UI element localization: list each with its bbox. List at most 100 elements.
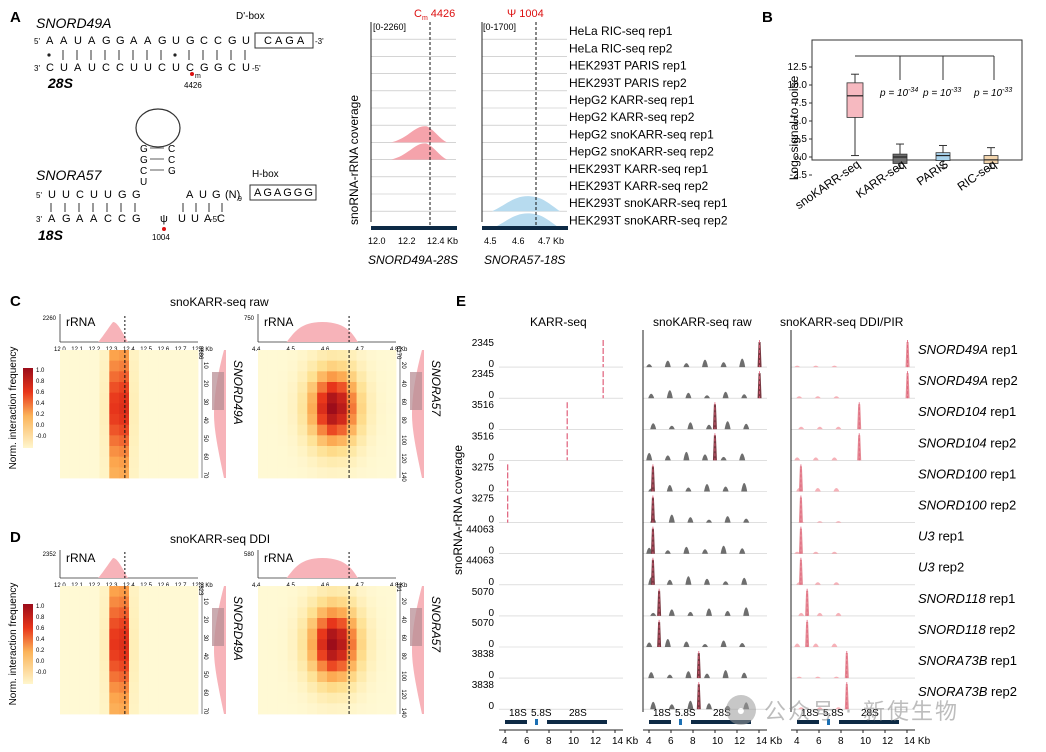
nt: G — [186, 35, 195, 47]
heat-cell — [188, 682, 199, 694]
heat-cell — [277, 628, 288, 640]
heat-cell — [129, 435, 140, 447]
heat-cell — [99, 446, 110, 458]
xtick-label: 12 — [734, 736, 746, 747]
sno-tick: 40 — [202, 417, 208, 424]
heat-cell — [346, 414, 357, 426]
heat-cell — [376, 446, 387, 458]
heat-cell — [327, 650, 338, 662]
heat-cell — [99, 703, 110, 715]
heat-cell — [317, 618, 328, 630]
heat-cell — [178, 607, 189, 619]
sno-tick: 10 — [202, 598, 208, 605]
box — [846, 82, 864, 118]
heat-cell — [258, 403, 269, 415]
heat-cell — [386, 586, 397, 598]
row-max: 2345 — [472, 338, 495, 349]
heat-cell — [60, 403, 71, 415]
heat-cell — [109, 650, 120, 662]
track-bump — [687, 422, 694, 430]
heat-cell — [148, 628, 159, 640]
track-bump — [720, 362, 727, 368]
gene-18s — [649, 720, 671, 724]
row-max: 44063 — [466, 556, 494, 567]
heat-cell — [188, 692, 199, 704]
heat-cell — [258, 586, 269, 598]
heat-cell — [346, 446, 357, 458]
heat-cell — [89, 382, 100, 394]
heat-cell — [119, 660, 130, 672]
category-label: RIC-seq — [955, 157, 999, 194]
heat-cell — [69, 618, 81, 630]
heat-cell — [148, 424, 159, 436]
heat-cell — [178, 467, 189, 479]
heat-cell — [267, 392, 279, 404]
heat-cell — [178, 446, 189, 458]
heat-cell — [168, 596, 179, 608]
track-bump — [812, 457, 819, 461]
heat-cell — [307, 692, 318, 704]
sno-tick: 60 — [400, 635, 406, 642]
heat-cell — [356, 392, 367, 404]
nt: G — [140, 155, 148, 166]
heat-cell — [69, 392, 81, 404]
hbox-seq: AGAGGG — [254, 187, 315, 199]
heat-cell — [89, 596, 100, 608]
track-bump — [646, 642, 653, 647]
p-value: p = 10-34 — [879, 87, 918, 99]
heat-cell — [327, 628, 338, 640]
heat-cell — [346, 618, 357, 630]
heat-cell — [386, 703, 397, 715]
heat-cell — [317, 392, 328, 404]
heat-cell — [277, 456, 288, 468]
heat-cell — [69, 446, 81, 458]
heat-cell — [317, 424, 328, 436]
heat-cell — [158, 392, 169, 404]
cov-right-tick-2: 4.7 Kb — [538, 236, 564, 246]
rrna-tick: 12.8 Kb — [192, 347, 213, 353]
heat-cell — [119, 628, 130, 640]
heat-cell — [317, 467, 328, 479]
nt: U — [60, 62, 68, 74]
heat-cell — [346, 403, 357, 415]
heat-cell — [356, 586, 367, 598]
nt: U — [90, 189, 98, 201]
rrna-3prime: 3' — [34, 64, 40, 73]
heat-cell — [346, 639, 357, 651]
heat-cell — [327, 586, 338, 598]
row-zero: 0 — [488, 639, 494, 650]
heat-cell — [307, 628, 318, 640]
heat-cell — [386, 639, 397, 651]
heat-cell — [69, 682, 81, 694]
heat-cell — [287, 456, 298, 468]
heat-cell — [129, 628, 140, 640]
row-max: 3838 — [472, 680, 495, 691]
track-bump — [702, 359, 708, 368]
track-bump — [706, 608, 712, 616]
heat-cell — [336, 618, 348, 630]
gene-18s — [505, 720, 527, 724]
heat-cell — [267, 671, 279, 683]
heat-cell — [158, 435, 169, 447]
track-bump — [664, 550, 671, 554]
xtick-label: 14 Kb — [612, 736, 639, 747]
heat-cell — [366, 435, 377, 447]
heat-cell — [79, 371, 90, 383]
dbox-seq: CAGA — [264, 35, 307, 47]
heat-cell — [89, 456, 100, 468]
heat-cell — [356, 692, 367, 704]
heat-cell — [297, 618, 308, 630]
heat-cell — [178, 596, 189, 608]
nt: G — [214, 62, 223, 74]
heat-cell — [336, 682, 348, 694]
heat-cell — [168, 671, 179, 683]
heat-cell — [168, 360, 179, 372]
track-bump — [835, 521, 842, 523]
heat-cell — [307, 360, 318, 372]
cov-left-marker: Cm 4426 — [414, 8, 455, 22]
track-bump — [683, 546, 690, 554]
heat-cell — [307, 596, 318, 608]
row-label: SNORD49A rep2 — [918, 373, 1018, 388]
plot-frame — [811, 39, 1023, 161]
panel-e-col-karr: KARR-seq — [530, 315, 587, 329]
